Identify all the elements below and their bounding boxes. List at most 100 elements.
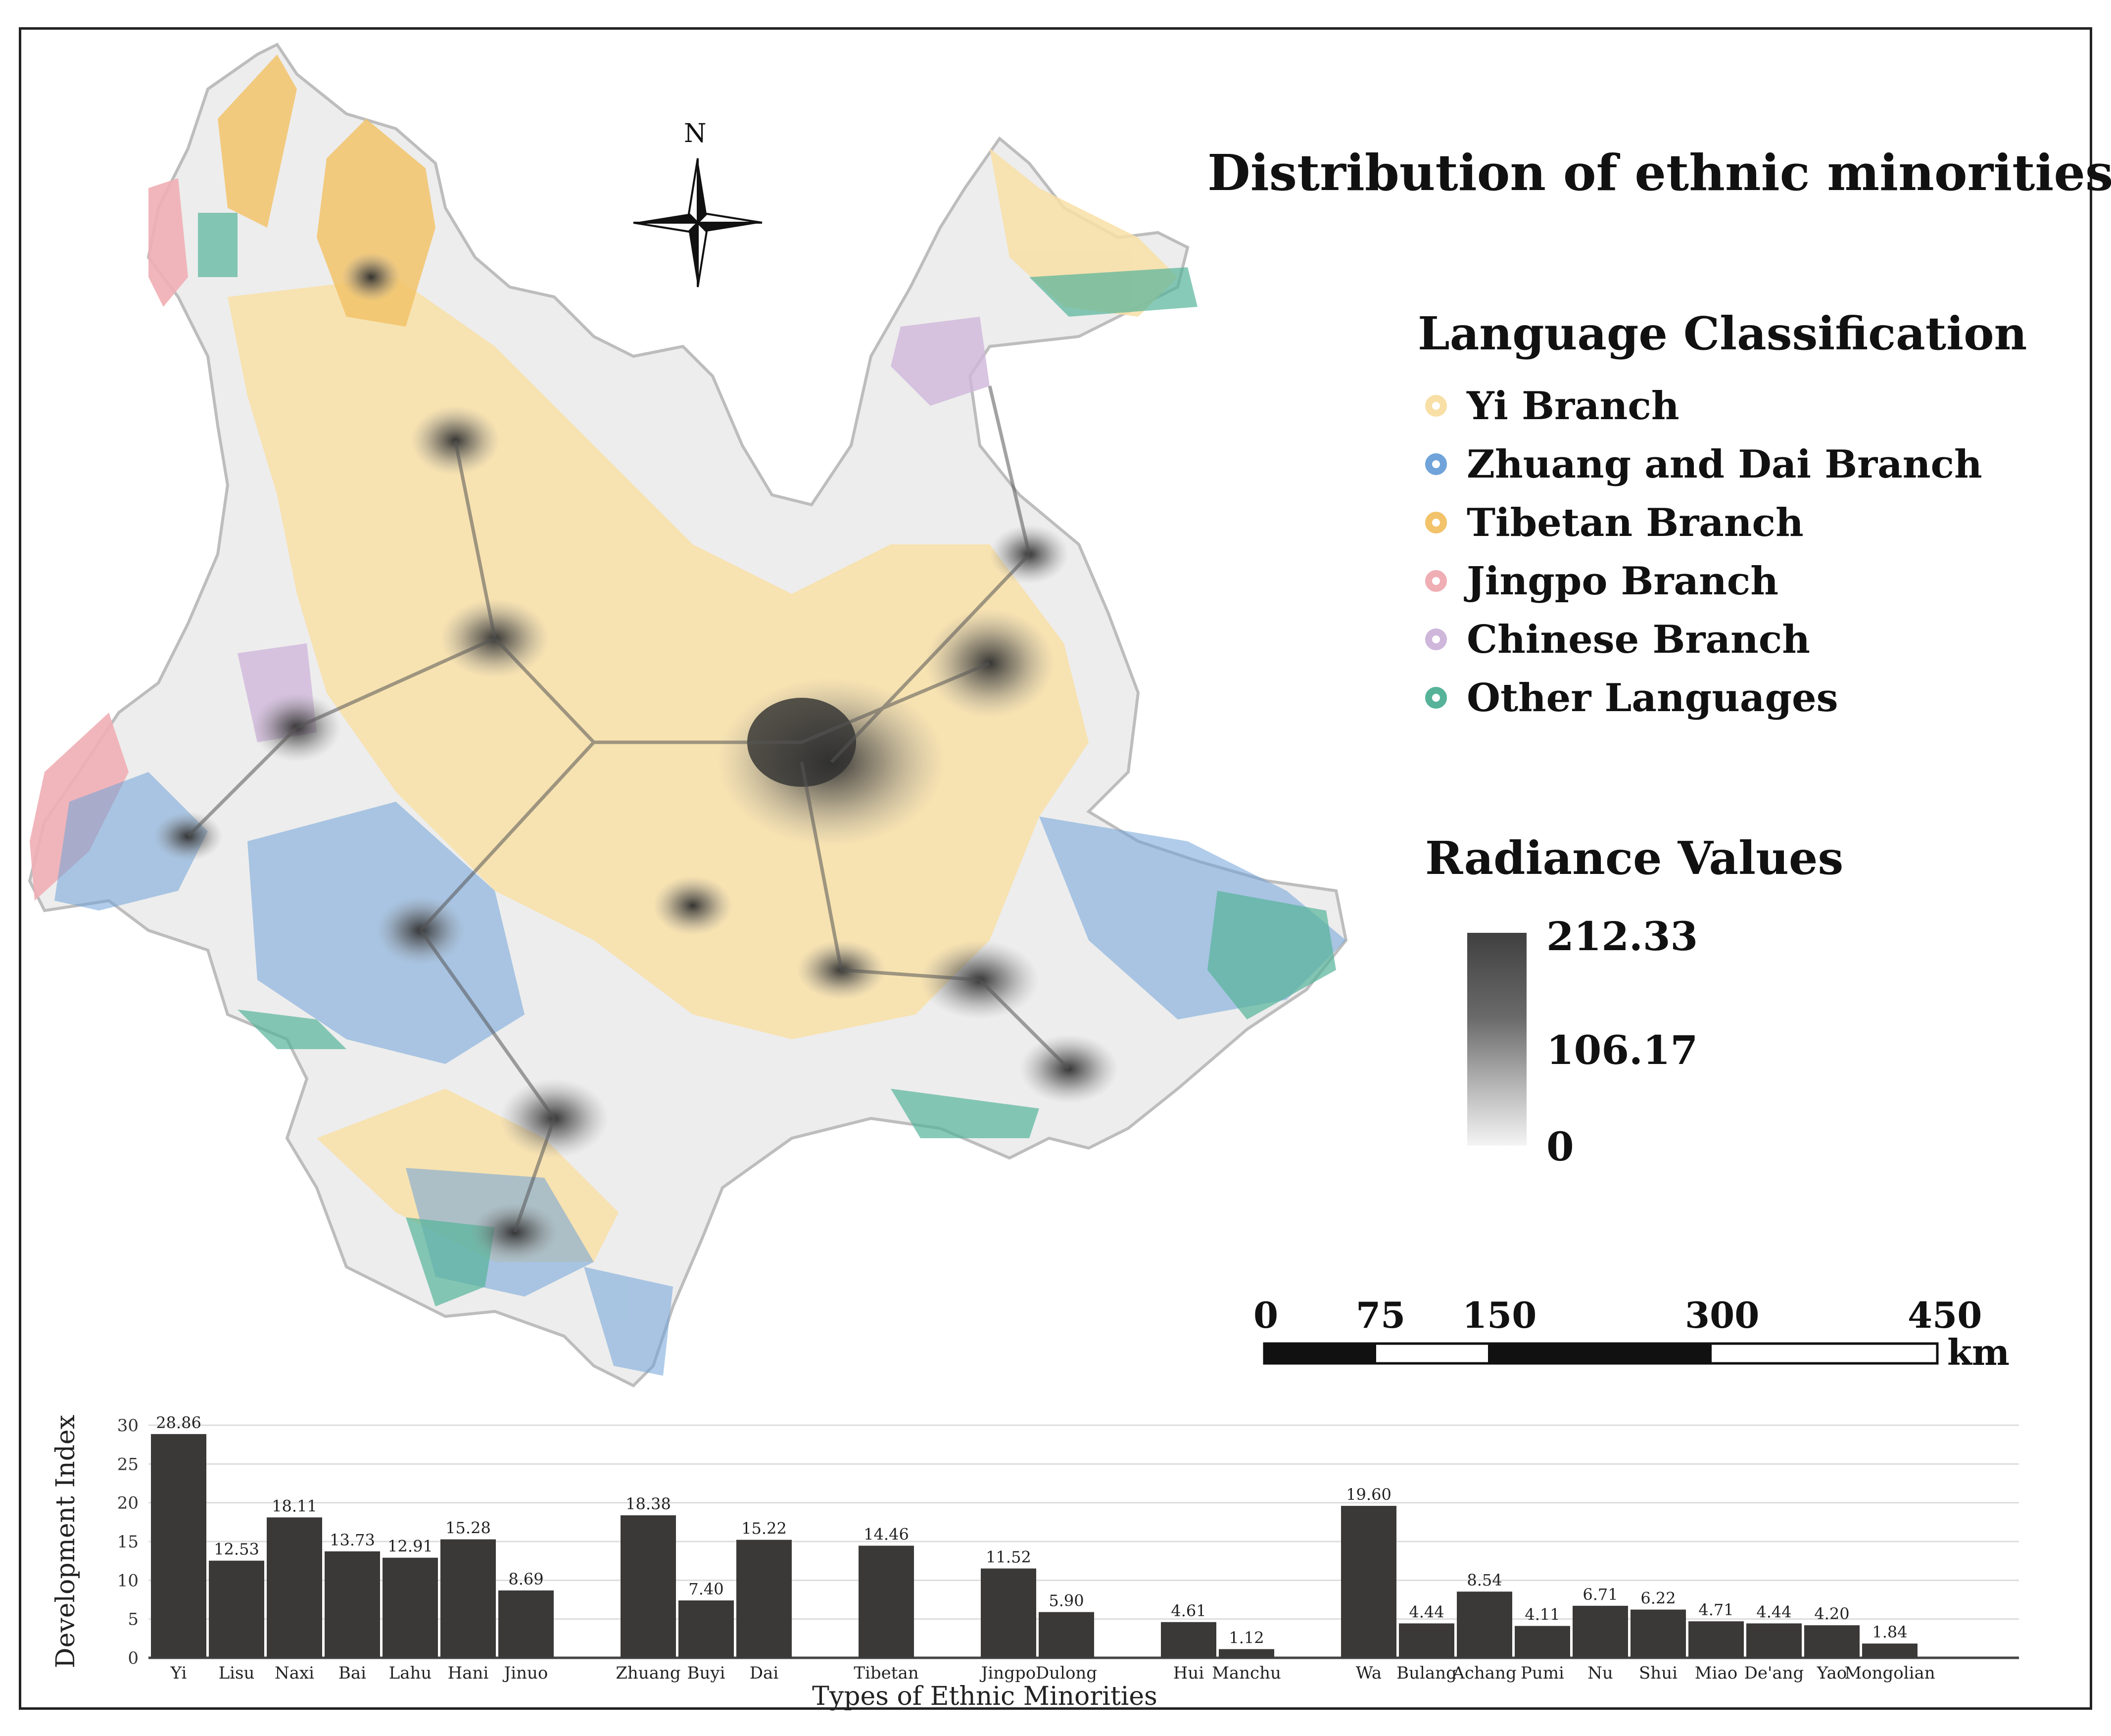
legend-item: Zhuang and Dai Branch bbox=[1425, 439, 1982, 489]
bar bbox=[1341, 1505, 1396, 1658]
bar bbox=[1515, 1626, 1570, 1658]
legend-label: Tibetan Branch bbox=[1467, 500, 1804, 545]
category-label: Naxi bbox=[275, 1663, 314, 1683]
category-label: Nu bbox=[1587, 1663, 1613, 1683]
legend-label: Jingpo Branch bbox=[1467, 558, 1778, 604]
bar bbox=[440, 1539, 496, 1658]
radiance-legend-title: Radiance Values bbox=[1425, 831, 1844, 885]
legend-label: Yi Branch bbox=[1467, 383, 1679, 429]
bar bbox=[981, 1568, 1036, 1658]
category-label: Zhuang bbox=[616, 1663, 680, 1683]
y-tick-label: 25 bbox=[117, 1454, 139, 1474]
bar bbox=[383, 1557, 438, 1658]
bar-value-label: 4.44 bbox=[1409, 1602, 1444, 1621]
bar-value-label: 15.28 bbox=[445, 1519, 491, 1538]
category-label: Jingpo bbox=[980, 1663, 1036, 1683]
category-label: Hani bbox=[448, 1663, 489, 1683]
bar-value-label: 6.22 bbox=[1640, 1589, 1676, 1608]
y-tick-label: 10 bbox=[117, 1571, 139, 1591]
bar bbox=[1631, 1609, 1686, 1658]
category-label: Yao bbox=[1817, 1663, 1847, 1683]
north-arrow-icon bbox=[633, 158, 763, 288]
category-label: Manchu bbox=[1212, 1663, 1281, 1683]
other-languages-regions bbox=[198, 213, 1336, 1306]
bar bbox=[1688, 1621, 1744, 1658]
category-label: Pumi bbox=[1521, 1663, 1564, 1683]
category-label: Dulong bbox=[1036, 1663, 1097, 1683]
scale-label-150: 150 bbox=[1462, 1294, 1537, 1336]
legend-label: Chinese Branch bbox=[1467, 617, 1810, 662]
bar bbox=[1862, 1643, 1918, 1658]
bar bbox=[325, 1551, 380, 1658]
bar-value-label: 18.11 bbox=[272, 1496, 317, 1515]
bar-value-label: 8.54 bbox=[1467, 1571, 1502, 1590]
bar-value-label: 4.20 bbox=[1814, 1604, 1849, 1623]
y-axis-label: Development Index bbox=[51, 1415, 81, 1668]
bar bbox=[621, 1515, 676, 1658]
category-label: Buyi bbox=[687, 1663, 725, 1683]
category-label: Yi bbox=[170, 1663, 187, 1683]
bar bbox=[1161, 1622, 1216, 1658]
bar-value-label: 15.22 bbox=[741, 1519, 787, 1538]
bar-value-label: 11.52 bbox=[986, 1548, 1031, 1567]
scale-label-0: 0 bbox=[1253, 1294, 1279, 1336]
category-label: Achang bbox=[1452, 1663, 1516, 1683]
category-label: Shui bbox=[1639, 1663, 1678, 1683]
legend-label: Zhuang and Dai Branch bbox=[1467, 441, 1982, 487]
bar bbox=[1804, 1625, 1860, 1658]
legend-item: Jingpo Branch bbox=[1425, 556, 1778, 606]
bar bbox=[151, 1434, 206, 1658]
legend-swatch-icon bbox=[1425, 628, 1447, 650]
bar bbox=[859, 1545, 914, 1658]
radiance-gradient-bar bbox=[1467, 933, 1527, 1146]
bar bbox=[1573, 1605, 1628, 1658]
bar-value-label: 7.40 bbox=[688, 1580, 723, 1598]
category-label: Lahu bbox=[389, 1663, 432, 1683]
bar bbox=[736, 1540, 792, 1658]
legend-item: Yi Branch bbox=[1425, 381, 1679, 431]
legend-swatch-icon bbox=[1425, 453, 1447, 475]
bar bbox=[1219, 1649, 1274, 1658]
bar-value-label: 4.44 bbox=[1756, 1602, 1791, 1621]
category-label: Tibetan bbox=[854, 1663, 918, 1683]
scale-bar bbox=[1263, 1342, 1939, 1365]
bar-value-label: 6.71 bbox=[1583, 1585, 1618, 1604]
legend-swatch-icon bbox=[1425, 512, 1447, 533]
y-tick-label: 15 bbox=[117, 1532, 139, 1552]
language-legend-title: Language Classification bbox=[1418, 307, 2027, 360]
map-title: Distribution of ethnic minorities bbox=[1207, 144, 2111, 202]
category-label: Hui bbox=[1173, 1663, 1204, 1683]
category-label: Jinuo bbox=[503, 1663, 548, 1683]
bar-value-label: 19.60 bbox=[1346, 1485, 1391, 1504]
bar-value-label: 18.38 bbox=[625, 1495, 671, 1513]
y-tick-label: 5 bbox=[128, 1610, 139, 1630]
scale-label-75: 75 bbox=[1356, 1294, 1406, 1336]
bar bbox=[1457, 1591, 1512, 1658]
bar bbox=[1746, 1623, 1802, 1658]
bar-value-label: 1.84 bbox=[1872, 1623, 1907, 1641]
legend-swatch-icon bbox=[1425, 570, 1447, 592]
bar bbox=[1039, 1612, 1094, 1658]
bar-value-label: 14.46 bbox=[864, 1525, 909, 1543]
legend-item: Chinese Branch bbox=[1425, 615, 1810, 664]
bar-value-label: 28.86 bbox=[156, 1413, 201, 1432]
bar-value-label: 12.91 bbox=[387, 1537, 433, 1556]
radiance-hotspots bbox=[153, 252, 1118, 1262]
bar-value-label: 13.73 bbox=[330, 1531, 375, 1549]
category-label: Mongolian bbox=[1844, 1663, 1935, 1683]
category-label: Dai bbox=[750, 1663, 779, 1683]
legend-item: Other Languages bbox=[1425, 673, 1838, 723]
bar bbox=[209, 1560, 264, 1658]
scale-label-450: 450 bbox=[1908, 1294, 1982, 1336]
bar-value-label: 8.69 bbox=[508, 1570, 543, 1589]
category-label: De'ang bbox=[1744, 1663, 1804, 1683]
y-tick-label: 20 bbox=[117, 1494, 139, 1513]
category-label: Bai bbox=[338, 1663, 366, 1683]
scale-label-300: 300 bbox=[1685, 1294, 1760, 1336]
radiance-min-label: 0 bbox=[1546, 1123, 1574, 1170]
legend-item: Tibetan Branch bbox=[1425, 498, 1804, 547]
bar bbox=[498, 1590, 554, 1658]
bar-value-label: 12.53 bbox=[214, 1540, 259, 1559]
category-label: Wa bbox=[1356, 1663, 1382, 1683]
